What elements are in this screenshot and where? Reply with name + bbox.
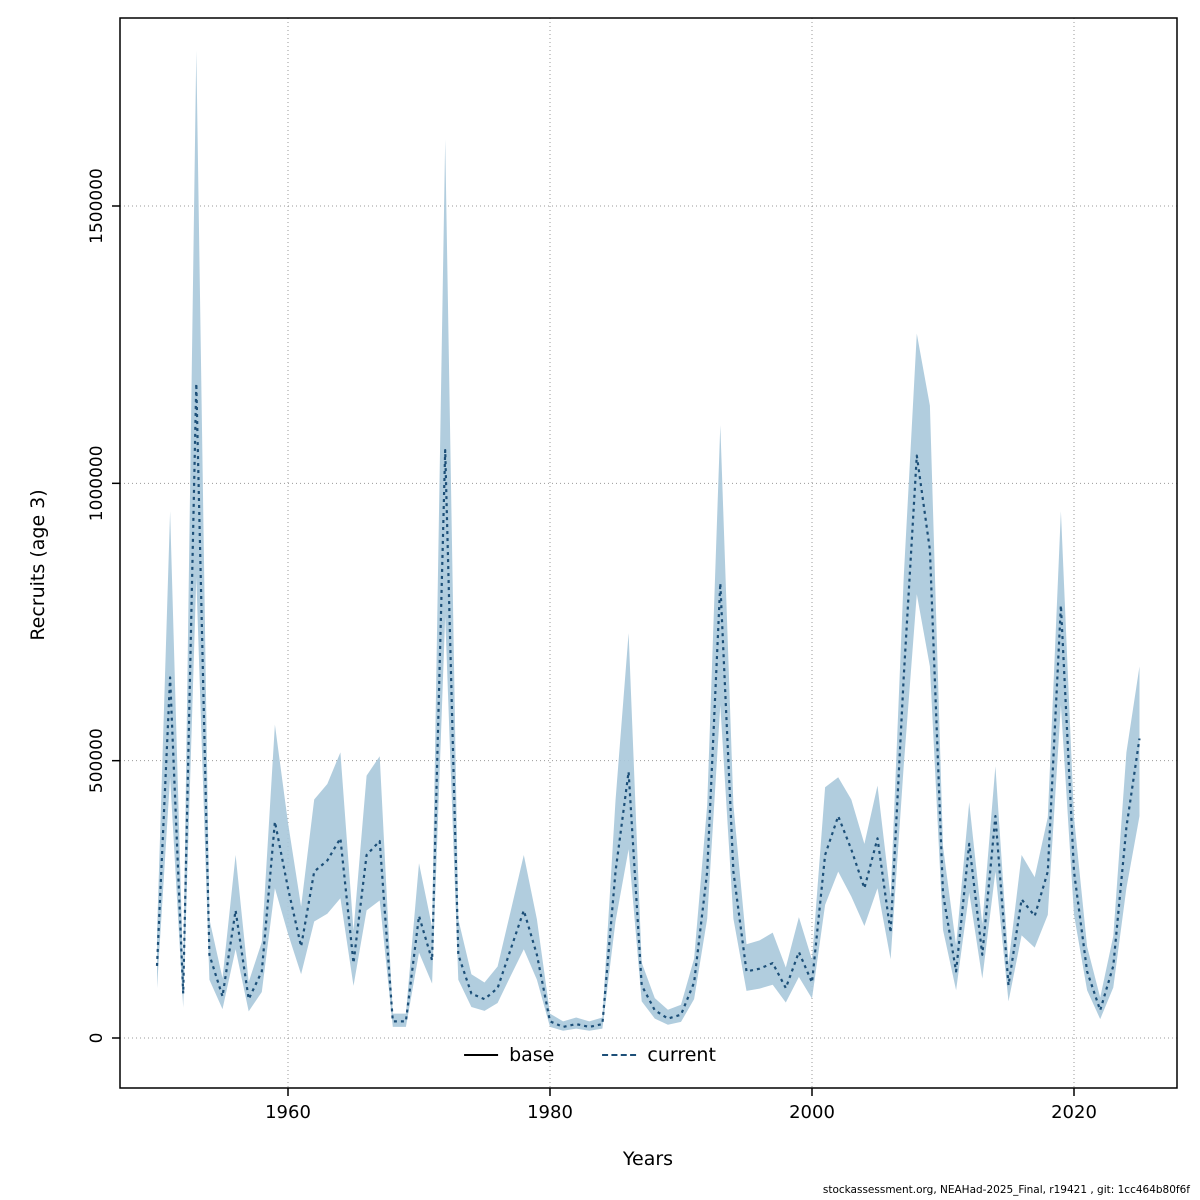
current-line-sample xyxy=(602,1054,637,1056)
legend-item-current: current xyxy=(602,1044,716,1066)
legend-label-base: base xyxy=(509,1044,555,1066)
chart-legend: base current xyxy=(464,1044,716,1066)
footer-source-text: stockassessment.org, NEAHad-2025_Final, … xyxy=(822,1184,1190,1196)
y-tick-label: 0 xyxy=(87,1033,107,1044)
x-tick-label: 1980 xyxy=(527,1102,573,1123)
base-line-sample xyxy=(464,1054,499,1056)
y-axis-title: Recruits (age 3) xyxy=(27,489,49,641)
current-series-line xyxy=(155,382,1141,1029)
x-tick-label: 2000 xyxy=(789,1102,835,1123)
plot-border xyxy=(119,17,1178,1089)
confidence-band xyxy=(157,50,1140,1031)
y-tick-label: 1000000 xyxy=(87,445,107,521)
y-tick-label: 1500000 xyxy=(87,168,107,244)
x-tick-label: 1960 xyxy=(265,1102,311,1123)
legend-item-base: base xyxy=(464,1044,554,1066)
y-tick-label: 500000 xyxy=(87,728,107,793)
legend-label-current: current xyxy=(647,1044,716,1066)
x-tick-label: 2020 xyxy=(1051,1102,1097,1123)
x-axis-title: Years xyxy=(622,1148,674,1170)
